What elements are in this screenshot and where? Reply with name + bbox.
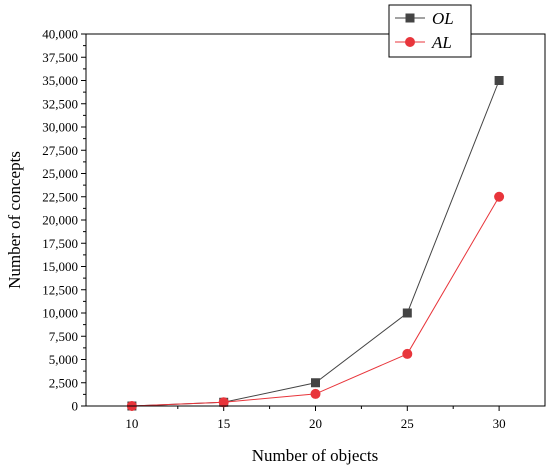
y-axis-title: Number of concepts xyxy=(5,151,24,289)
y-tick-label: 27,500 xyxy=(42,143,78,158)
ol-point xyxy=(311,378,320,388)
y-axis-tick-labels: 0 2,500 5,000 7,500 10,000 12,500 15,000 17,500… xyxy=(42,27,78,414)
x-tick-label: 15 xyxy=(217,416,230,431)
x-tick-label: 25 xyxy=(401,416,414,431)
y-tick-label: 10,000 xyxy=(42,306,78,321)
y-tick-label: 25,000 xyxy=(42,166,78,181)
y-tick-label: 35,000 xyxy=(42,73,78,88)
x-tick-label: 30 xyxy=(493,416,506,431)
al-series-line xyxy=(131,196,500,407)
y-tick-label: 22,500 xyxy=(42,189,78,204)
legend-al-label: AL xyxy=(431,33,452,52)
y-tick-label: 40,000 xyxy=(42,27,78,42)
legend-al-marker xyxy=(405,37,415,47)
ol-series-line xyxy=(131,80,500,407)
y-tick-label: 20,000 xyxy=(42,213,78,228)
x-tick-label: 10 xyxy=(125,416,138,431)
y-tick-label: 12,500 xyxy=(42,282,78,297)
series-layer xyxy=(126,76,505,411)
y-tick-label: 7,500 xyxy=(49,329,78,344)
x-tick-label: 20 xyxy=(309,416,322,431)
ol-point xyxy=(402,308,412,318)
y-tick-label: 32,500 xyxy=(42,96,78,111)
al-point xyxy=(218,397,229,408)
y-tick-label: 37,500 xyxy=(42,50,78,65)
al-point xyxy=(494,191,505,202)
x-axis-title: Number of objects xyxy=(252,446,379,465)
y-axis-ticks xyxy=(81,33,86,407)
legend: OL AL xyxy=(388,4,472,58)
al-point xyxy=(310,388,321,399)
legend-ol-marker xyxy=(405,13,415,23)
y-tick-label: 17,500 xyxy=(42,236,78,251)
x-axis-tick-labels: 10 15 20 25 30 xyxy=(125,416,505,431)
plot-frame xyxy=(85,33,546,407)
legend-box xyxy=(388,4,472,58)
x-axis-ticks xyxy=(131,406,500,411)
al-point xyxy=(402,348,413,359)
y-tick-label: 15,000 xyxy=(42,259,78,274)
y-tick-label: 30,000 xyxy=(42,120,78,135)
y-tick-label: 0 xyxy=(72,399,79,414)
ol-point xyxy=(494,76,504,85)
y-tick-label: 5,000 xyxy=(49,352,78,367)
y-tick-label: 2,500 xyxy=(49,375,78,390)
legend-ol-label: OL xyxy=(432,9,454,28)
